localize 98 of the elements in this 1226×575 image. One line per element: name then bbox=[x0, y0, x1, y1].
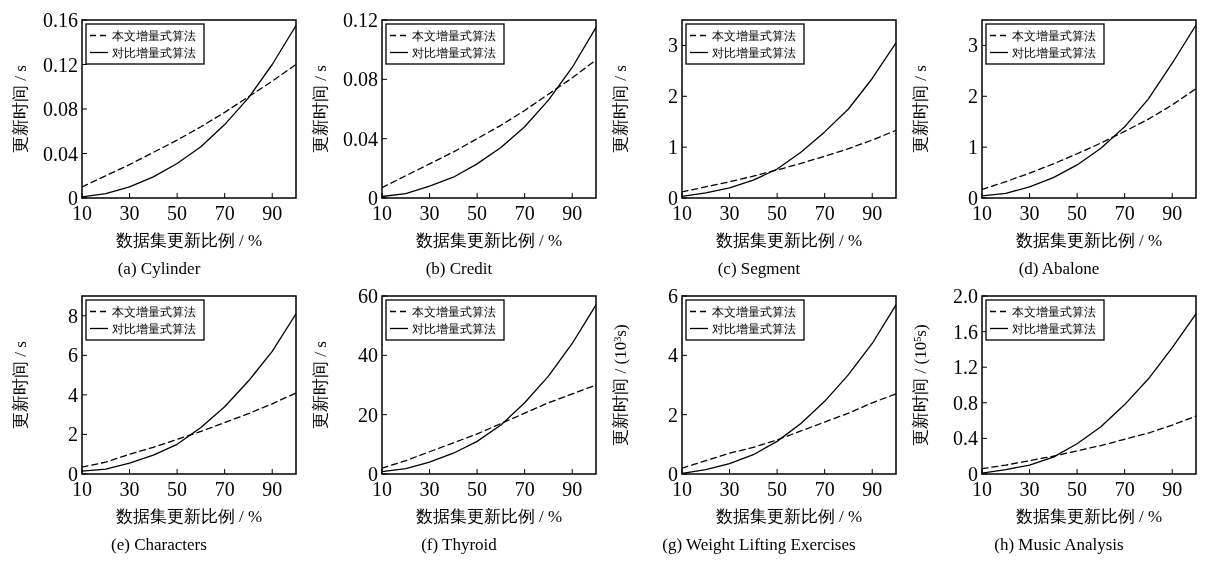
legend-label: 本文增量式算法 bbox=[412, 28, 496, 43]
x-tick-label: 30 bbox=[419, 202, 440, 224]
y-axis-title: 更新时间 / s bbox=[911, 65, 930, 153]
x-tick-label: 30 bbox=[1019, 478, 1040, 500]
y-tick-label: 0.8 bbox=[953, 391, 978, 414]
y-tick-label: 0.08 bbox=[343, 68, 378, 91]
text: (b) Credit bbox=[425, 259, 493, 278]
x-tick-label: 90 bbox=[562, 478, 583, 500]
x-tick-label: 70 bbox=[214, 202, 235, 224]
y-tick-label: 40 bbox=[358, 344, 378, 367]
y-tick-label: 0.4 bbox=[953, 427, 978, 450]
legend-label: 对比增量式算法 bbox=[412, 321, 496, 336]
x-axis-title: 数据集更新比例 / % bbox=[715, 507, 863, 526]
x-axis-title: 数据集更新比例 / % bbox=[115, 231, 263, 250]
x-tick-label: 50 bbox=[467, 202, 488, 224]
y-tick-label: 1 bbox=[668, 136, 678, 159]
legend-label: 本文增量式算法 bbox=[712, 304, 796, 319]
x-tick-label: 30 bbox=[119, 202, 140, 224]
x-axis-title: 数据集更新比例 / % bbox=[1015, 231, 1163, 250]
x-tick-label: 50 bbox=[1067, 478, 1088, 500]
x-tick-label: 70 bbox=[814, 202, 835, 224]
y-tick-label: 4 bbox=[668, 344, 678, 367]
y-tick-label: 1.6 bbox=[953, 320, 978, 343]
y-tick-label: 1.2 bbox=[953, 356, 978, 379]
x-tick-label: 90 bbox=[262, 202, 283, 224]
y-tick-label: 8 bbox=[68, 304, 78, 327]
y-tick-label: 2 bbox=[668, 403, 678, 426]
x-axis-title: 数据集更新比例 / % bbox=[415, 507, 563, 526]
x-tick-label: 90 bbox=[562, 202, 583, 224]
y-axis-title: 更新时间 / s bbox=[11, 341, 30, 429]
text: (e) Characters bbox=[111, 535, 207, 554]
legend-label: 本文增量式算法 bbox=[712, 28, 796, 43]
text: (h) Music Analysis bbox=[994, 535, 1124, 554]
y-tick-label: 2 bbox=[68, 423, 78, 446]
y-axis-title: 更新时间 / s bbox=[311, 65, 330, 153]
x-tick-label: 90 bbox=[1162, 478, 1183, 500]
legend-label: 对比增量式算法 bbox=[712, 321, 796, 336]
x-tick-label: 90 bbox=[862, 202, 883, 224]
y-tick-label: 2 bbox=[968, 85, 978, 108]
y-tick-label: 0.04 bbox=[343, 127, 378, 150]
y-tick-label: 3 bbox=[968, 34, 978, 57]
x-tick-label: 70 bbox=[514, 478, 535, 500]
x-tick-label: 70 bbox=[514, 202, 535, 224]
y-tick-label: 0.08 bbox=[43, 98, 78, 120]
y-axis-title: 更新时间 / s bbox=[11, 65, 30, 153]
y-tick-label: 3 bbox=[668, 34, 678, 57]
legend-label: 对比增量式算法 bbox=[712, 45, 796, 60]
y-tick-label: 0.12 bbox=[43, 53, 78, 76]
y-tick-label: 6 bbox=[668, 285, 678, 307]
y-tick-label: 0.04 bbox=[43, 142, 78, 165]
text: (a) Cylinder bbox=[117, 259, 201, 278]
x-tick-label: 30 bbox=[119, 478, 140, 500]
x-tick-label: 50 bbox=[767, 478, 788, 500]
x-tick-label: 30 bbox=[1019, 202, 1040, 224]
x-axis-title: 数据集更新比例 / % bbox=[415, 231, 563, 250]
x-tick-label: 30 bbox=[719, 478, 740, 500]
y-axis-title: 更新时间 / s bbox=[311, 341, 330, 429]
y-tick-label: 0.16 bbox=[43, 9, 78, 31]
x-tick-label: 50 bbox=[467, 478, 488, 500]
x-tick-label: 90 bbox=[862, 478, 883, 500]
legend-label: 对比增量式算法 bbox=[412, 45, 496, 60]
legend-label: 对比增量式算法 bbox=[112, 45, 196, 60]
x-tick-label: 30 bbox=[419, 478, 440, 500]
y-axis-title: 更新时间 / s bbox=[611, 65, 630, 153]
x-tick-label: 70 bbox=[814, 478, 835, 500]
x-tick-label: 50 bbox=[1067, 202, 1088, 224]
y-tick-label: 2 bbox=[668, 85, 678, 108]
x-tick-label: 70 bbox=[1114, 478, 1135, 500]
legend-label: 对比增量式算法 bbox=[1012, 321, 1096, 336]
x-tick-label: 50 bbox=[767, 202, 788, 224]
x-axis-title: 数据集更新比例 / % bbox=[115, 507, 263, 526]
text: (f) Thyroid bbox=[421, 535, 498, 554]
x-axis-title: 数据集更新比例 / % bbox=[1015, 507, 1163, 526]
legend-label: 本文增量式算法 bbox=[1012, 28, 1096, 43]
y-tick-label: 2.0 bbox=[953, 285, 978, 307]
y-tick-label: 60 bbox=[358, 285, 378, 307]
x-axis-title: 数据集更新比例 / % bbox=[715, 231, 863, 250]
legend-label: 对比增量式算法 bbox=[1012, 45, 1096, 60]
y-tick-label: 0.12 bbox=[343, 9, 378, 31]
y-tick-label: 20 bbox=[358, 403, 378, 426]
x-tick-label: 90 bbox=[1162, 202, 1183, 224]
x-tick-label: 50 bbox=[167, 478, 188, 500]
text: (g) Weight Lifting Exercises bbox=[662, 535, 856, 554]
text: (c) Segment bbox=[717, 259, 801, 278]
x-tick-label: 70 bbox=[214, 478, 235, 500]
x-tick-label: 70 bbox=[1114, 202, 1135, 224]
x-tick-label: 50 bbox=[167, 202, 188, 224]
legend-label: 本文增量式算法 bbox=[1012, 304, 1096, 319]
y-tick-label: 4 bbox=[68, 383, 78, 406]
y-tick-label: 1 bbox=[968, 136, 978, 159]
text: (d) Abalone bbox=[1018, 259, 1100, 278]
legend-label: 对比增量式算法 bbox=[112, 321, 196, 336]
legend-label: 本文增量式算法 bbox=[112, 304, 196, 319]
legend-label: 本文增量式算法 bbox=[412, 304, 496, 319]
x-tick-label: 90 bbox=[262, 478, 283, 500]
y-tick-label: 6 bbox=[68, 344, 78, 367]
x-tick-label: 30 bbox=[719, 202, 740, 224]
legend-label: 本文增量式算法 bbox=[112, 28, 196, 43]
